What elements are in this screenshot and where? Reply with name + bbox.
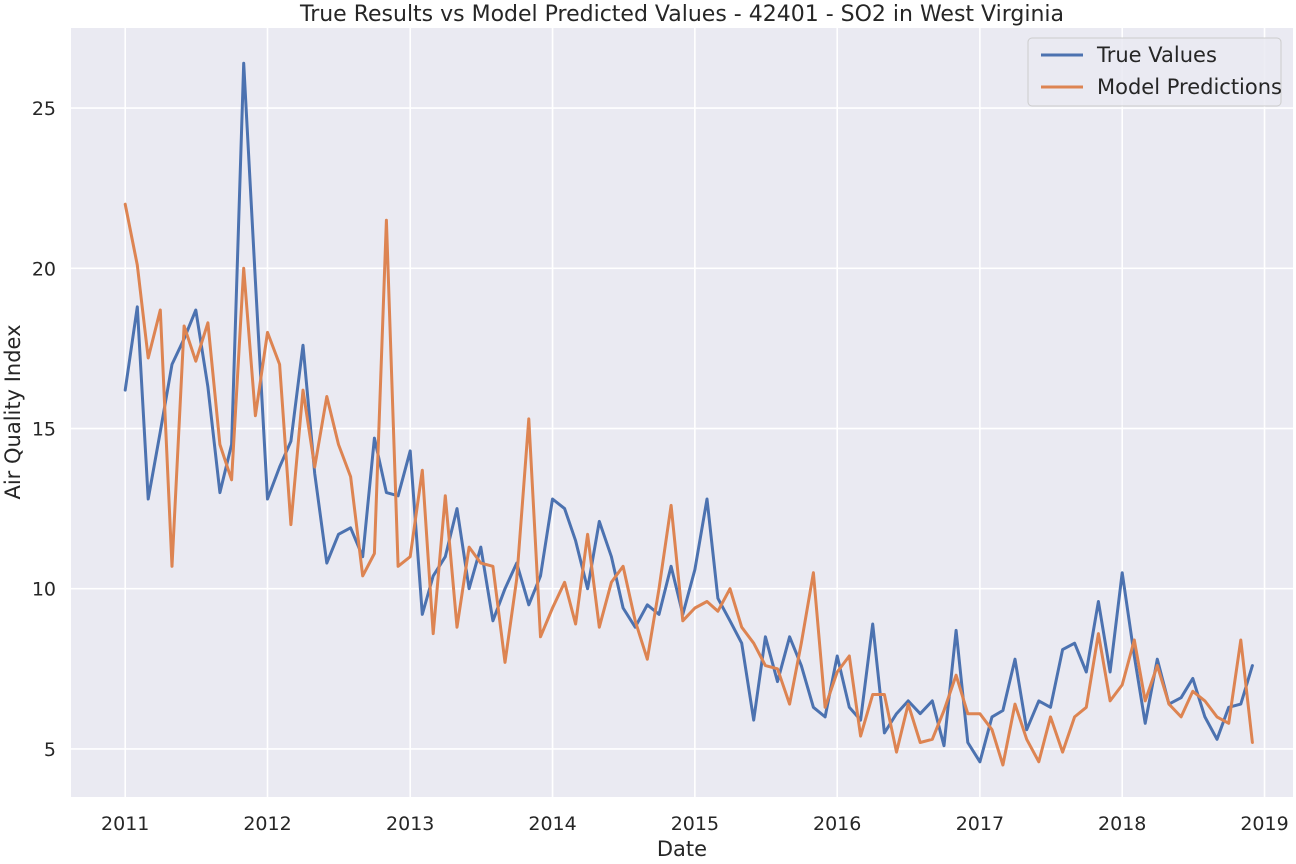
x-axis-label: Date [657,837,707,861]
chart-title: True Results vs Model Predicted Values -… [299,2,1064,27]
x-tick-label: 2012 [243,813,291,835]
series-layer [123,61,1254,767]
legend-box [1027,37,1282,107]
y-tick-label: 10 [32,579,56,601]
legend-label-model-predictions: Model Predictions [1097,75,1282,99]
x-tick-label: 2014 [528,813,576,835]
legend: True Values Model Predictions [1027,37,1282,107]
x-tick-label: 2011 [101,813,149,835]
x-tick-label: 2018 [1098,813,1146,835]
series-line-model-predictions [123,202,1254,767]
x-tick-labels: 2011 2012 2013 2014 2015 2016 2017 2018 2019 [101,813,1289,835]
y-tick-label: 15 [32,419,56,441]
y-tick-label: 20 [32,258,56,280]
x-tick-label: 2017 [956,813,1004,835]
grid [71,28,1293,797]
y-axis-label: Air Quality Index [1,324,25,499]
y-tick-labels: 5 10 15 20 25 [32,98,56,761]
y-tick-label: 25 [32,98,56,120]
plot-background [71,28,1293,797]
legend-label-true-values: True Values [1096,43,1217,67]
x-tick-label: 2019 [1240,813,1288,835]
x-tick-label: 2016 [813,813,861,835]
x-tick-label: 2013 [386,813,434,835]
x-tick-label: 2015 [671,813,719,835]
y-tick-label: 5 [44,739,56,761]
